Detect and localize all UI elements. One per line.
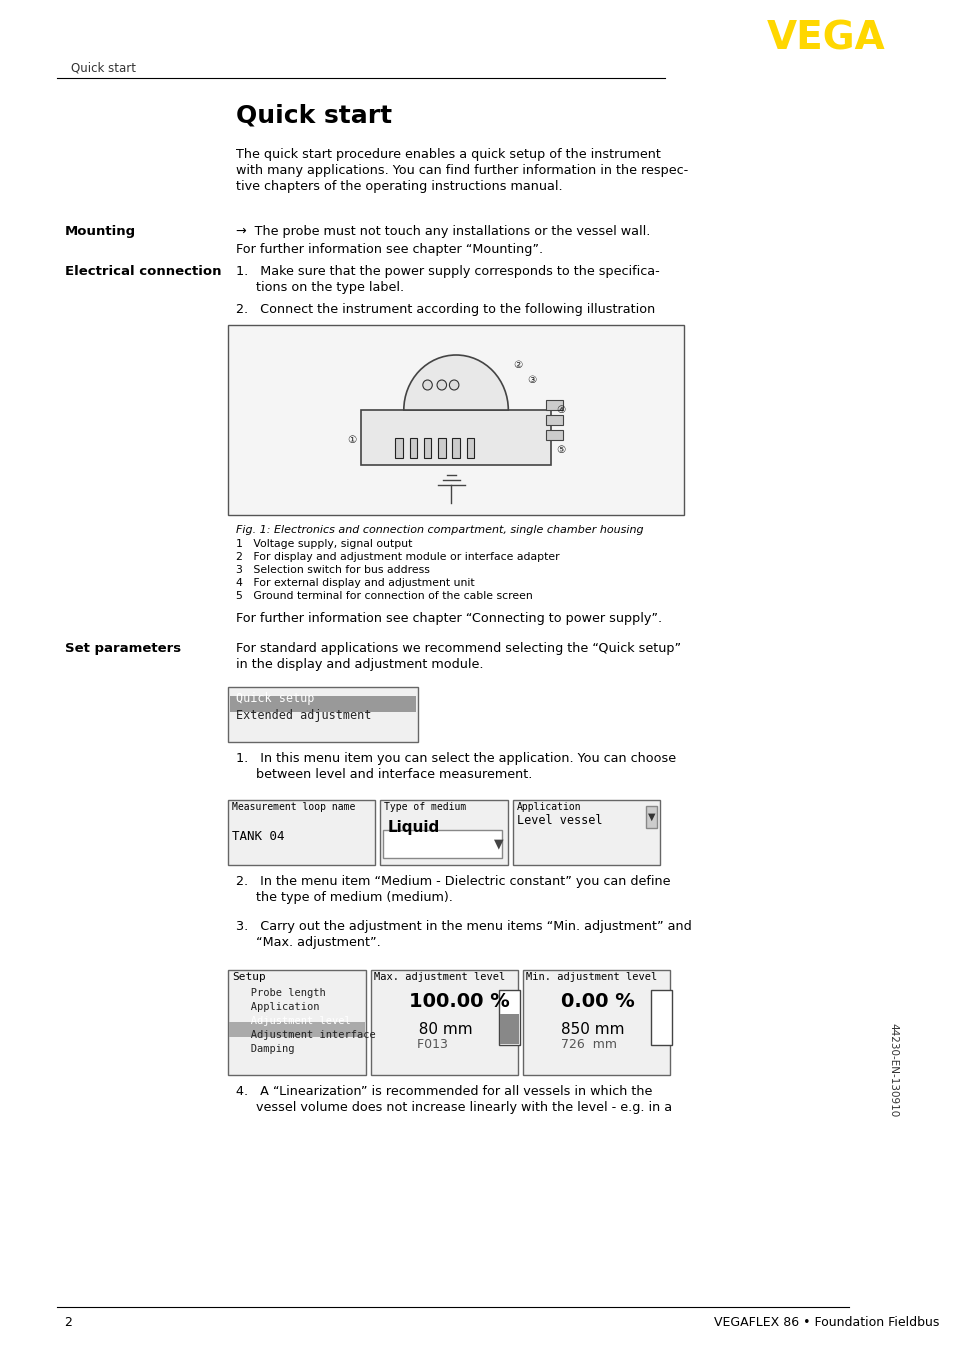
Text: with many applications. You can find further information in the respec-: with many applications. You can find fur… — [235, 164, 687, 177]
Bar — [230, 696, 416, 712]
Bar — [499, 1014, 518, 1044]
Bar — [379, 800, 508, 865]
Text: Electrical connection: Electrical connection — [65, 265, 221, 278]
Text: 2: 2 — [65, 1316, 72, 1328]
Bar — [228, 325, 683, 515]
Text: Quick setup: Quick setup — [235, 692, 314, 705]
Text: Adjustment interface: Adjustment interface — [232, 1030, 375, 1040]
Text: Application: Application — [232, 1002, 319, 1011]
Bar — [228, 969, 365, 1075]
Text: ⑤: ⑤ — [556, 445, 564, 455]
Text: Mounting: Mounting — [65, 225, 135, 238]
Text: TANK 04: TANK 04 — [232, 830, 284, 844]
Text: F013: F013 — [408, 1039, 447, 1051]
Bar — [645, 806, 657, 829]
Text: →  The probe must not touch any installations or the vessel wall.: → The probe must not touch any installat… — [235, 225, 649, 238]
Text: 5   Ground terminal for connection of the cable screen: 5 Ground terminal for connection of the … — [235, 590, 532, 601]
Bar — [228, 686, 417, 742]
Text: For further information see chapter “Connecting to power supply”.: For further information see chapter “Con… — [235, 612, 661, 626]
Text: Quick start: Quick start — [235, 103, 392, 127]
Bar — [650, 990, 671, 1045]
Text: For standard applications we recommend selecting the “Quick setup”: For standard applications we recommend s… — [235, 642, 680, 655]
Text: Quick start: Quick start — [71, 61, 136, 74]
Text: ▼: ▼ — [494, 838, 503, 850]
Text: tions on the type label.: tions on the type label. — [235, 282, 403, 294]
Text: ④: ④ — [556, 405, 564, 414]
Text: VEGA: VEGA — [766, 19, 885, 57]
Text: “Max. adjustment”.: “Max. adjustment”. — [235, 936, 380, 949]
Bar — [229, 1022, 364, 1037]
Text: Type of medium: Type of medium — [383, 802, 466, 812]
Text: Max. adjustment level: Max. adjustment level — [374, 972, 505, 982]
Bar — [423, 437, 431, 458]
Bar — [522, 969, 669, 1075]
Text: tive chapters of the operating instructions manual.: tive chapters of the operating instructi… — [235, 180, 561, 194]
Circle shape — [422, 380, 432, 390]
Bar — [395, 437, 402, 458]
Bar — [370, 969, 517, 1075]
Circle shape — [436, 380, 446, 390]
Text: Measurement loop name: Measurement loop name — [232, 802, 355, 812]
Bar — [409, 437, 416, 458]
Text: ②: ② — [513, 360, 522, 370]
Text: 2.   In the menu item “Medium - Dielectric constant” you can define: 2. In the menu item “Medium - Dielectric… — [235, 875, 669, 888]
Text: 1.   In this menu item you can select the application. You can choose: 1. In this menu item you can select the … — [235, 751, 675, 765]
Text: 726  mm: 726 mm — [560, 1039, 616, 1051]
Text: Damping: Damping — [232, 1044, 294, 1053]
Text: Setup: Setup — [232, 972, 265, 982]
Text: Extended adjustment: Extended adjustment — [235, 709, 371, 722]
Bar — [360, 410, 551, 464]
Bar — [466, 437, 474, 458]
Bar — [382, 830, 501, 858]
Wedge shape — [403, 355, 508, 410]
Text: the type of medium (medium).: the type of medium (medium). — [235, 891, 452, 904]
Text: 1   Voltage supply, signal output: 1 Voltage supply, signal output — [235, 539, 412, 548]
Text: Fig. 1: Electronics and connection compartment, single chamber housing: Fig. 1: Electronics and connection compa… — [235, 525, 642, 535]
Text: Level vessel: Level vessel — [517, 814, 601, 827]
Text: between level and interface measurement.: between level and interface measurement. — [235, 768, 532, 781]
Text: 80 mm: 80 mm — [408, 1022, 472, 1037]
Text: 44230-EN-130910: 44230-EN-130910 — [887, 1022, 897, 1117]
Bar — [452, 437, 459, 458]
Bar — [546, 399, 563, 410]
Circle shape — [449, 380, 458, 390]
Text: 850 mm: 850 mm — [560, 1022, 623, 1037]
Text: 0.00 %: 0.00 % — [560, 992, 634, 1011]
Text: 1.   Make sure that the power supply corresponds to the specifica-: 1. Make sure that the power supply corre… — [235, 265, 659, 278]
Text: in the display and adjustment module.: in the display and adjustment module. — [235, 658, 482, 672]
Text: VEGAFLEX 86 • Foundation Fieldbus: VEGAFLEX 86 • Foundation Fieldbus — [713, 1316, 939, 1328]
Text: Set parameters: Set parameters — [65, 642, 180, 655]
Text: vessel volume does not increase linearly with the level - e.g. in a: vessel volume does not increase linearly… — [235, 1101, 671, 1114]
Text: Application: Application — [517, 802, 581, 812]
Bar — [498, 990, 519, 1045]
Bar — [546, 414, 563, 425]
Text: For further information see chapter “Mounting”.: For further information see chapter “Mou… — [235, 242, 542, 256]
Bar — [437, 437, 445, 458]
Text: 4   For external display and adjustment unit: 4 For external display and adjustment un… — [235, 578, 474, 588]
Bar — [513, 800, 659, 865]
Text: Probe length: Probe length — [232, 988, 325, 998]
Text: 2   For display and adjustment module or interface adapter: 2 For display and adjustment module or i… — [235, 552, 558, 562]
Text: ▼: ▼ — [647, 812, 655, 822]
Text: ③: ③ — [527, 375, 537, 385]
Text: ①: ① — [347, 435, 355, 445]
Bar — [228, 800, 375, 865]
Text: Adjustment level: Adjustment level — [232, 1016, 350, 1026]
Text: The quick start procedure enables a quick setup of the instrument: The quick start procedure enables a quic… — [235, 148, 659, 161]
Text: 4.   A “Linearization” is recommended for all vessels in which the: 4. A “Linearization” is recommended for … — [235, 1085, 651, 1098]
Text: Liquid: Liquid — [387, 821, 439, 835]
Text: 100.00 %: 100.00 % — [408, 992, 509, 1011]
Text: 3   Selection switch for bus address: 3 Selection switch for bus address — [235, 565, 429, 575]
Text: 2.   Connect the instrument according to the following illustration: 2. Connect the instrument according to t… — [235, 303, 654, 315]
Text: Min. adjustment level: Min. adjustment level — [526, 972, 657, 982]
Bar — [546, 431, 563, 440]
Text: 3.   Carry out the adjustment in the menu items “Min. adjustment” and: 3. Carry out the adjustment in the menu … — [235, 919, 691, 933]
